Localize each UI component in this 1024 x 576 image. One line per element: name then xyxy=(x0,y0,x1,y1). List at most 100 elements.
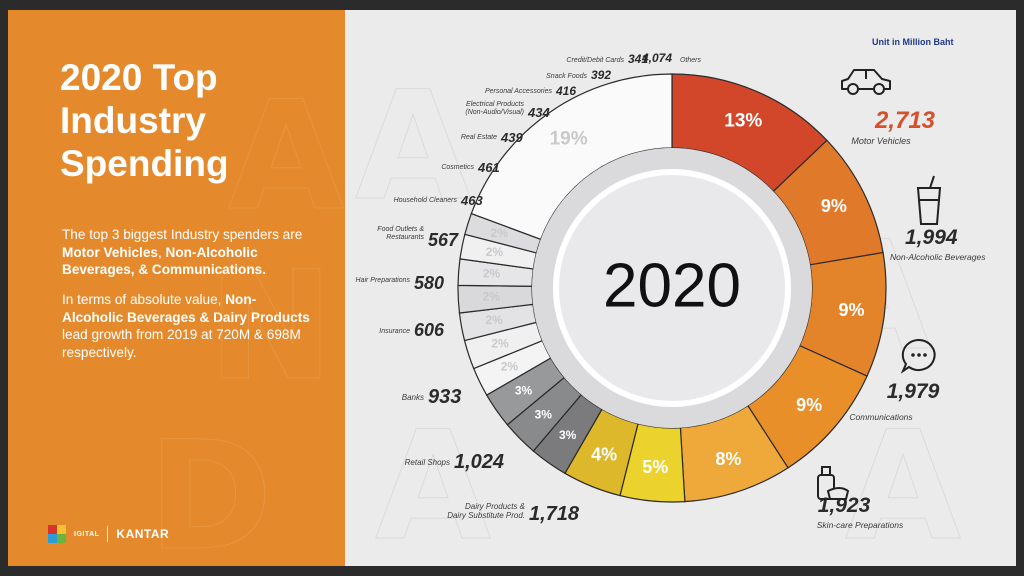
logo-square xyxy=(48,525,57,534)
segment-category-label: Banks xyxy=(402,393,424,402)
cup-body xyxy=(916,187,942,225)
segment-percent-label: 2% xyxy=(485,313,503,327)
chat-dot xyxy=(923,353,927,357)
kantar-brand: KANTAR xyxy=(116,527,170,541)
title-line: 2020 Top xyxy=(60,57,218,98)
segment-value-label: 416 xyxy=(555,84,576,98)
segment-percent-label: 2% xyxy=(491,226,509,240)
segment-category-label: Snack Foods xyxy=(546,73,587,80)
segment-category-label: Personal Accessories xyxy=(485,88,553,95)
segment-percent-label: 2% xyxy=(483,290,501,304)
segment-category-label: Skin-care Preparations xyxy=(817,520,904,530)
segment-category-label: Household Cleaners xyxy=(394,197,458,204)
segment-value-label: 2,713 xyxy=(874,107,936,134)
segment-value-label: 606 xyxy=(414,320,445,340)
segment-percent-label: 3% xyxy=(515,384,533,398)
title-line: Industry xyxy=(60,100,206,141)
segment-percent-label: 9% xyxy=(821,196,847,216)
segment-value-label: 434 xyxy=(527,105,550,120)
segment-category-label: Insurance xyxy=(379,328,410,335)
title-line: Spending xyxy=(60,143,229,184)
chart-labels: 13% 2,713 Motor Vehicles 9% 1,994 Non-Alcohol… xyxy=(356,51,987,530)
chat-dot xyxy=(911,353,915,357)
segment-percent-label: 2% xyxy=(486,245,504,259)
background-letter-decoration: A xyxy=(374,400,492,567)
para-text: In terms of absolute value, xyxy=(62,292,226,307)
summary-paragraph-growth: In terms of absolute value, Non-Alcoholi… xyxy=(62,291,312,361)
donut-center-label: 2020 xyxy=(603,251,741,320)
segment-value-label: 933 xyxy=(428,386,461,408)
digital-logo-text: IGITAL xyxy=(74,530,100,538)
footer-logos: IGITAL KANTAR xyxy=(48,525,169,543)
segment-percent-label: 2% xyxy=(501,360,519,374)
para-bold: Motor Vehicles xyxy=(62,244,158,260)
segment-category-label: Real Estate xyxy=(461,134,497,141)
para-text: The top 3 biggest Industry spenders are xyxy=(62,227,303,242)
slide: A N D 2020 Top Industry Spending The top… xyxy=(8,10,1016,566)
donut-chart: 2020 13% 2,713 Motor Vehicles 9% 1,994 Non-Al… xyxy=(356,51,987,530)
segment-category-label: Retail Shops xyxy=(405,458,450,467)
segment-category-label: Hair Preparations xyxy=(356,277,411,284)
segment-category-label: Dairy Products & xyxy=(465,502,525,511)
donut-center-disc xyxy=(553,169,791,407)
segment-value-label: 4,074 xyxy=(641,51,672,65)
segment-category-label: Food Outlets & xyxy=(377,226,424,233)
drink-cup-icon xyxy=(916,175,942,225)
segment-category-label: (Non-Audio/Visual) xyxy=(465,109,524,116)
background-letter-decoration: A xyxy=(844,400,962,567)
page-title: 2020 Top Industry Spending xyxy=(60,56,330,185)
car-wheel xyxy=(847,83,859,95)
segment-value-label: 341 xyxy=(628,52,648,66)
segment-percent-label: 3% xyxy=(535,407,553,421)
segment-value-label: 439 xyxy=(500,130,523,145)
segment-percent-label: 8% xyxy=(715,449,741,469)
segment-value-label: 567 xyxy=(428,230,459,250)
segment-category-label: Electrical Products xyxy=(466,101,524,108)
segment-category-label: Non-Alcoholic Beverages xyxy=(890,252,986,262)
segment-value-label: 1,994 xyxy=(905,226,958,249)
chart-icons xyxy=(817,69,942,500)
segment-value-label: 580 xyxy=(414,273,444,293)
para-bold: Non-Alcoholic Beverages & Dairy Products xyxy=(62,292,310,325)
segment-value-label: 392 xyxy=(591,68,611,82)
segment-percent-label: 3% xyxy=(559,428,577,442)
unit-note: Unit in Million Baht xyxy=(872,37,954,47)
logo-square xyxy=(57,534,66,543)
summary-paragraph-top-spenders: The top 3 biggest Industry spenders are … xyxy=(62,226,312,279)
chat-dot xyxy=(917,353,921,357)
segment-value-label: 461 xyxy=(477,160,500,175)
background-letter-decoration: A xyxy=(227,70,345,245)
segment-value-label: 1,024 xyxy=(454,451,504,473)
segment-percent-label: 9% xyxy=(838,300,864,320)
segment-percent-label: 9% xyxy=(796,395,822,415)
background-letter-decoration: A xyxy=(354,60,472,235)
segment-percent-label: 5% xyxy=(642,457,668,477)
background-letter-decoration: D xyxy=(148,410,274,567)
segment-category-label: Motor Vehicles xyxy=(851,136,911,146)
segment-value-label: 1,718 xyxy=(529,503,580,525)
segment-percent-label: 4% xyxy=(591,445,617,465)
chat-bubble-icon xyxy=(900,338,936,374)
footer-divider xyxy=(107,526,109,542)
cup-straw xyxy=(929,175,935,189)
skincare-bottle-icon xyxy=(817,466,850,500)
para-bold: Non-Alcoholic Beverages, & Communication… xyxy=(62,244,266,278)
segment-category-label: Communications xyxy=(849,412,913,422)
cream-jar xyxy=(826,487,850,500)
segment-category-label: Credit/Debit Cards xyxy=(566,57,624,64)
segment-value-label: 463 xyxy=(460,193,483,208)
car-icon xyxy=(841,69,891,95)
para-text: lead growth from 2019 at 720M & 698M res… xyxy=(62,327,301,360)
car-body xyxy=(841,69,891,90)
chat-bubble-outline xyxy=(900,338,936,374)
logo-square xyxy=(48,534,57,543)
bottle-cap xyxy=(821,466,831,476)
segment-percent-label: 2% xyxy=(491,337,509,351)
background-letter-decoration: N xyxy=(208,240,335,415)
digital-logo xyxy=(48,525,72,543)
segment-category-label: Others xyxy=(680,57,702,64)
logo-square xyxy=(57,525,66,534)
segment-percent-label: 2% xyxy=(483,267,501,281)
segment-category-label: Cosmetics xyxy=(441,164,474,171)
para-text: , xyxy=(157,244,166,260)
